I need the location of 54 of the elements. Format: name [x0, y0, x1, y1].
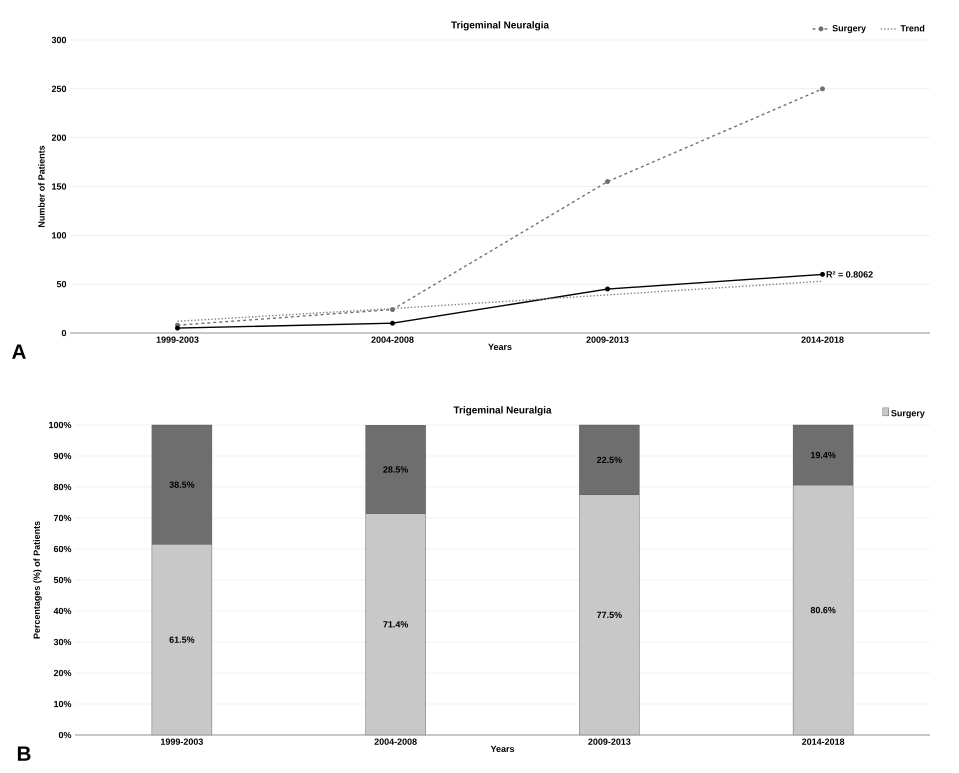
y-tick-label: 200	[52, 134, 66, 141]
chart-title: Trigeminal Neuralgia	[454, 406, 552, 416]
data-label: 71.4%	[383, 621, 408, 628]
point	[390, 320, 395, 326]
chart-title: Trigeminal Neuralgia	[451, 21, 550, 30]
y-tick-label: 20%	[54, 670, 72, 676]
text: A	[12, 344, 26, 359]
y-tick-label: 100	[52, 232, 66, 239]
text: B	[18, 746, 31, 761]
y-tick-label: 70%	[54, 514, 72, 522]
legend-label: Surgery	[832, 25, 866, 34]
x-tick-label: 2009-2013	[588, 738, 630, 745]
annotation: R² = 0.8062	[826, 271, 873, 278]
data-label: 22.5%	[596, 456, 622, 464]
data-label: 61.5%	[169, 636, 194, 643]
legend-label: Trend	[900, 24, 924, 32]
y-tick-label: 60%	[54, 546, 72, 552]
data-label: 80.6%	[810, 606, 836, 614]
y-tick-label: 40%	[54, 608, 72, 614]
y-tick-label: 80%	[54, 484, 72, 490]
y-tick-label: 50%	[54, 576, 72, 584]
point	[175, 326, 180, 331]
y-tick-label: 10%	[54, 700, 72, 708]
line-series	[176, 280, 824, 322]
y-tick-label: 100%	[49, 422, 72, 428]
x-tick-label: 1999-2003	[156, 336, 199, 343]
x-tick-label: 2014-2018	[801, 336, 844, 343]
x-tick-label: 2004-2008	[374, 738, 417, 745]
y-tick-label: 30%	[54, 638, 72, 646]
legend-label: Surgery	[891, 410, 925, 418]
point	[820, 86, 825, 92]
point	[390, 307, 395, 312]
x-tick-label: 2014-2018	[802, 738, 844, 745]
y-tick-label: 300	[52, 36, 66, 44]
x-axis-title: Years	[490, 746, 514, 752]
y-tick-label: 0%	[58, 732, 72, 738]
x-axis-title: Years	[488, 344, 512, 350]
y-tick-label: 50	[56, 280, 66, 288]
point	[605, 286, 610, 292]
x-tick-label: 2009-2013	[586, 336, 629, 343]
y-tick-label: 150	[52, 183, 66, 190]
y-tick-label: 0	[62, 330, 66, 336]
y-axis-title: Number of Patients	[38, 146, 45, 228]
y-tick-label: 250	[52, 86, 66, 92]
x-tick-label: 2004-2008	[371, 336, 414, 343]
data-label: 38.5%	[169, 481, 194, 488]
point	[820, 272, 825, 277]
data-label: 77.5%	[597, 612, 622, 618]
data-label: 28.5%	[383, 466, 408, 473]
point	[605, 179, 610, 184]
y-tick-label: 90%	[54, 452, 72, 460]
y-axis-title: Percentages (%) of Patients	[33, 521, 42, 638]
data-label: 19.4%	[810, 452, 836, 458]
x-tick-label: 1999-2003	[161, 738, 203, 745]
